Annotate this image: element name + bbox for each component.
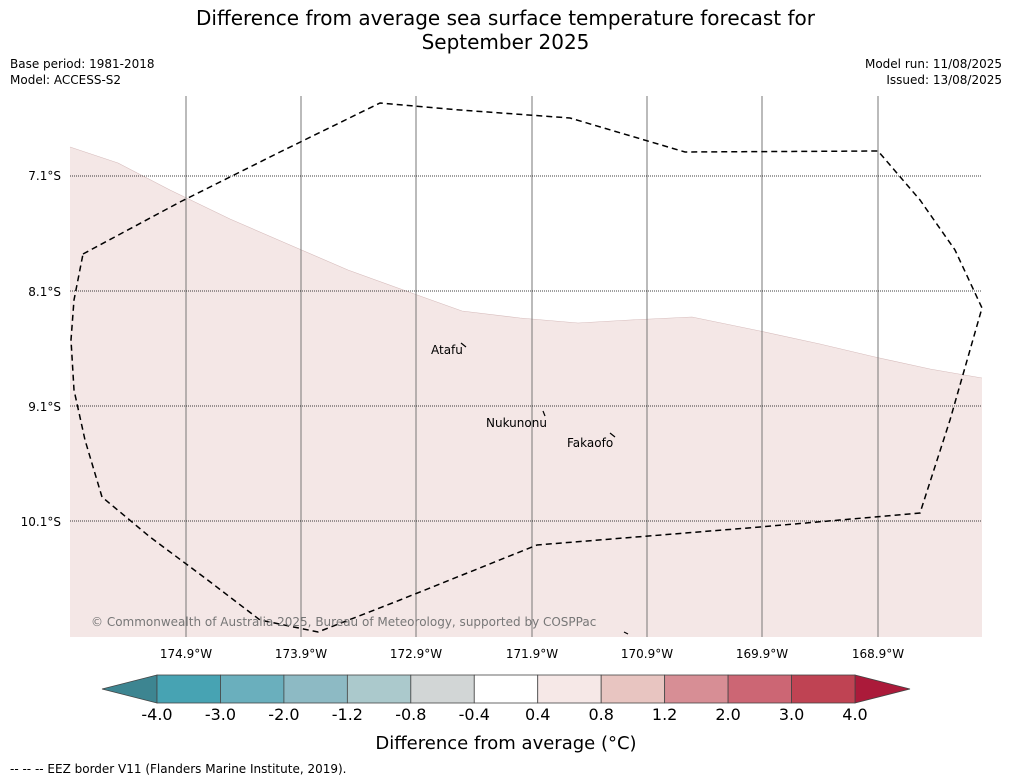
lon-label: 172.9°W: [390, 647, 442, 661]
north-region-fill: [70, 96, 982, 378]
map-area: [69, 96, 983, 637]
lon-label: 169.9°W: [736, 647, 788, 661]
lon-label: 168.9°W: [852, 647, 904, 661]
place-label-atafu: Atafu: [431, 343, 463, 357]
copyright-text: © Commonwealth of Australia 2025, Bureau…: [91, 615, 596, 629]
colorbar-segment: [346, 674, 412, 704]
colorbar-tick-label: -2.0: [268, 705, 299, 724]
colorbar-segment: [220, 674, 285, 704]
footnote-eez: -- -- -- EEZ border V11 (Flanders Marine…: [10, 762, 347, 776]
colorbar: -4.0 -3.0 -2.0 -1.2 -0.8 -0.4 0.4 0.8 1.2 2.0 3.0 4…: [101, 674, 911, 754]
lon-label: 173.9°W: [275, 647, 327, 661]
colorbar-segment: [156, 674, 221, 704]
lat-label: 8.1°S: [28, 285, 61, 299]
place-label-fakaofo: Fakaofo: [567, 436, 613, 450]
lat-label: 7.1°S: [28, 169, 61, 183]
contour-line: [69, 146, 983, 379]
colorbar-segments: [156, 674, 856, 704]
place-label-nukunonu: Nukunonu: [486, 416, 547, 430]
model-run: Model run: 11/08/2025: [864, 57, 1002, 71]
colorbar-under-arrow: [101, 674, 158, 704]
colorbar-segment: [537, 674, 602, 704]
colorbar-tick-label: -1.2: [332, 705, 363, 724]
colorbar-tick-label: -3.0: [205, 705, 236, 724]
lat-label: 9.1°S: [28, 400, 61, 414]
colorbar-ticks: -4.0 -3.0 -2.0 -1.2 -0.8 -0.4 0.4 0.8 1.2 2.0 3.0 4…: [141, 705, 867, 724]
issued-date: Issued: 13/08/2025: [886, 73, 1002, 87]
colorbar-segment: [664, 674, 729, 704]
title-line-1: Difference from average sea surface temp…: [195, 6, 815, 30]
fakaofo-atoll-icon: [609, 432, 616, 438]
colorbar-tick-label: -0.8: [395, 705, 426, 724]
meta-left: Base period: 1981-2018 Model: ACCESS-S2: [10, 56, 155, 88]
colorbar-tick-label: 2.0: [715, 705, 740, 724]
nukunonu-atoll-icon: [542, 410, 546, 417]
lon-label: 171.9°W: [506, 647, 558, 661]
colorbar-tick-label: -4.0: [141, 705, 172, 724]
colorbar-tick-label: 0.4: [525, 705, 550, 724]
model-name: Model: ACCESS-S2: [10, 73, 122, 87]
eez-border: [70, 102, 983, 633]
lon-label: 174.9°W: [160, 647, 212, 661]
lat-label: 10.1°S: [21, 515, 61, 529]
colorbar-segment: [791, 674, 856, 704]
map-title: Difference from average sea surface temp…: [0, 6, 1011, 54]
colorbar-tick-label: -0.4: [459, 705, 490, 724]
colorbar-segment: [473, 674, 539, 704]
title-line-2: September 2025: [421, 30, 590, 54]
colorbar-tick-label: 1.2: [652, 705, 677, 724]
colorbar-segment: [600, 674, 666, 704]
colorbar-segment: [410, 674, 475, 704]
islet-mark: [623, 631, 629, 635]
lon-label: 170.9°W: [621, 647, 673, 661]
atafu-atoll-icon: [460, 342, 467, 348]
colorbar-segment: [727, 674, 792, 704]
base-period: Base period: 1981-2018: [10, 57, 155, 71]
meta-right: Model run: 11/08/2025 Issued: 13/08/2025: [865, 56, 1002, 88]
colorbar-label: Difference from average (°C): [375, 733, 636, 754]
colorbar-segment: [283, 674, 348, 704]
lat-labels: 7.1°S 8.1°S 9.1°S 10.1°S: [21, 169, 61, 529]
colorbar-tick-label: 0.8: [588, 705, 613, 724]
colorbar-tick-label: 3.0: [779, 705, 804, 724]
lon-labels: 174.9°W 173.9°W 172.9°W 171.9°W 170.9°W …: [160, 647, 904, 661]
colorbar-over-arrow: [854, 674, 911, 704]
colorbar-tick-label: 4.0: [842, 705, 867, 724]
